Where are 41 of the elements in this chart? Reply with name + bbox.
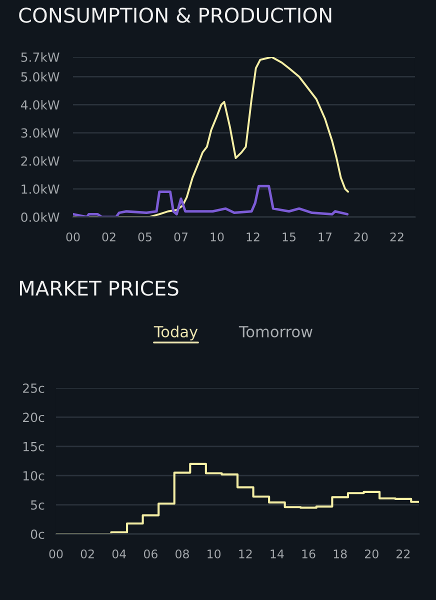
- x-tick-label: 10: [208, 549, 221, 558]
- x-tick-label: 10: [210, 232, 224, 242]
- y-tick-label: 15c: [23, 442, 44, 452]
- y-tick-label: 0.0kW: [21, 212, 60, 222]
- x-tick-label: 12: [239, 549, 252, 558]
- y-tick-label: 5.0kW: [21, 72, 60, 82]
- x-tick-label: 16: [302, 549, 316, 558]
- line-series: [73, 57, 350, 217]
- x-tick-label: 05: [138, 232, 152, 242]
- x-tick-label: 00: [49, 549, 63, 558]
- x-tick-label: 08: [176, 549, 189, 558]
- x-tick-label: 22: [396, 549, 410, 558]
- x-tick-label: 18: [334, 549, 347, 558]
- x-tick-label: 06: [144, 549, 158, 558]
- y-tick-label: 1.0kW: [22, 184, 60, 194]
- x-tick-label: 20: [365, 549, 378, 558]
- x-tick-label: 07: [174, 232, 188, 242]
- y-tick-label: 25c: [23, 383, 44, 393]
- y-tick-label: 5c: [31, 500, 44, 510]
- text: Today: [154, 326, 198, 340]
- chart-title: MARKET PRICES: [20, 280, 178, 296]
- x-tick-label: 12: [246, 232, 260, 242]
- y-tick-label: 3.0kW: [21, 128, 60, 138]
- x-tick-label: 02: [102, 232, 116, 242]
- x-tick-label: 20: [354, 232, 368, 242]
- x-tick-label: 17: [318, 232, 332, 242]
- chart-title: CONSUMPTION & PRODUCTION: [19, 8, 332, 23]
- x-tick-label: 04: [112, 549, 126, 558]
- y-tick-label: 4.0kW: [20, 100, 60, 110]
- y-tick-label: 5.7kW: [21, 52, 60, 62]
- y-tick-label: 0c: [30, 529, 44, 539]
- y-tick-label: 10c: [23, 471, 44, 481]
- y-tick-label: 2.0kW: [21, 156, 60, 166]
- x-tick-label: 00: [66, 232, 80, 242]
- x-tick-label: 15: [282, 232, 296, 242]
- x-tick-label: 22: [390, 232, 404, 242]
- y-tick-label: 20c: [23, 412, 44, 422]
- line-series: [73, 184, 349, 217]
- x-tick-label: 02: [80, 549, 94, 558]
- text: Tomorrow: [238, 326, 312, 338]
- x-tick-label: 14: [270, 550, 284, 558]
